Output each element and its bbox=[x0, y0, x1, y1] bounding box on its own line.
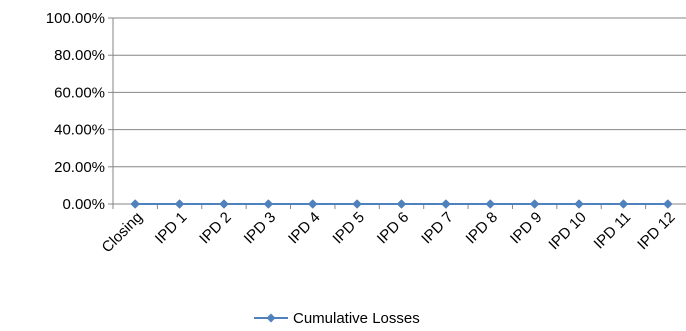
data-point bbox=[307, 199, 318, 209]
data-point bbox=[574, 199, 584, 209]
data-point bbox=[441, 199, 451, 209]
data-point bbox=[485, 199, 496, 209]
x-tick-label: IPD 2 bbox=[196, 209, 235, 248]
series-markers bbox=[130, 199, 673, 209]
x-tick-label: IPD 4 bbox=[285, 209, 324, 248]
data-point bbox=[263, 199, 274, 209]
legend-marker-swatch bbox=[266, 313, 276, 323]
legend: Cumulative Losses bbox=[254, 310, 420, 327]
data-point bbox=[662, 199, 673, 209]
x-tick-label: IPD 10 bbox=[545, 209, 589, 253]
data-point bbox=[174, 199, 185, 209]
axes bbox=[108, 17, 686, 209]
data-point bbox=[529, 199, 540, 209]
x-tick-label: IPD 8 bbox=[463, 209, 502, 248]
x-tick-label: IPD 1 bbox=[152, 209, 191, 248]
x-tick-label: IPD 5 bbox=[329, 209, 368, 248]
x-tick-label: IPD 9 bbox=[507, 209, 546, 248]
data-point bbox=[396, 199, 407, 209]
data-point bbox=[219, 199, 229, 209]
legend-label: Cumulative Losses bbox=[293, 310, 420, 327]
x-tick-label: IPD 7 bbox=[418, 209, 457, 248]
x-tick-labels: Closing IPD 1 IPD 2 IPD 3 IPD 4 IPD 5 IPD 6 IPD… bbox=[99, 209, 679, 256]
y-tick-label: 0.00% bbox=[62, 196, 105, 213]
y-tick-label: 40.00% bbox=[54, 122, 105, 139]
y-tick-label: 20.00% bbox=[54, 159, 105, 176]
x-tick-label: IPD 12 bbox=[634, 209, 678, 253]
y-tick-label: 80.00% bbox=[54, 47, 105, 64]
x-tick-label: IPD 3 bbox=[241, 209, 280, 248]
data-point bbox=[352, 199, 362, 209]
gridlines bbox=[113, 17, 686, 168]
x-tick-label: Closing bbox=[99, 209, 146, 256]
data-point bbox=[618, 199, 629, 209]
x-tick-label: IPD 11 bbox=[591, 209, 635, 253]
y-tick-label: 60.00% bbox=[54, 84, 105, 101]
y-tick-label: 100.00% bbox=[46, 10, 105, 27]
y-tick-labels: 0.00% 20.00% 40.00% 60.00% 80.00% 100.00% bbox=[46, 10, 105, 213]
data-point bbox=[130, 199, 141, 209]
x-tick-label: IPD 6 bbox=[374, 209, 413, 248]
